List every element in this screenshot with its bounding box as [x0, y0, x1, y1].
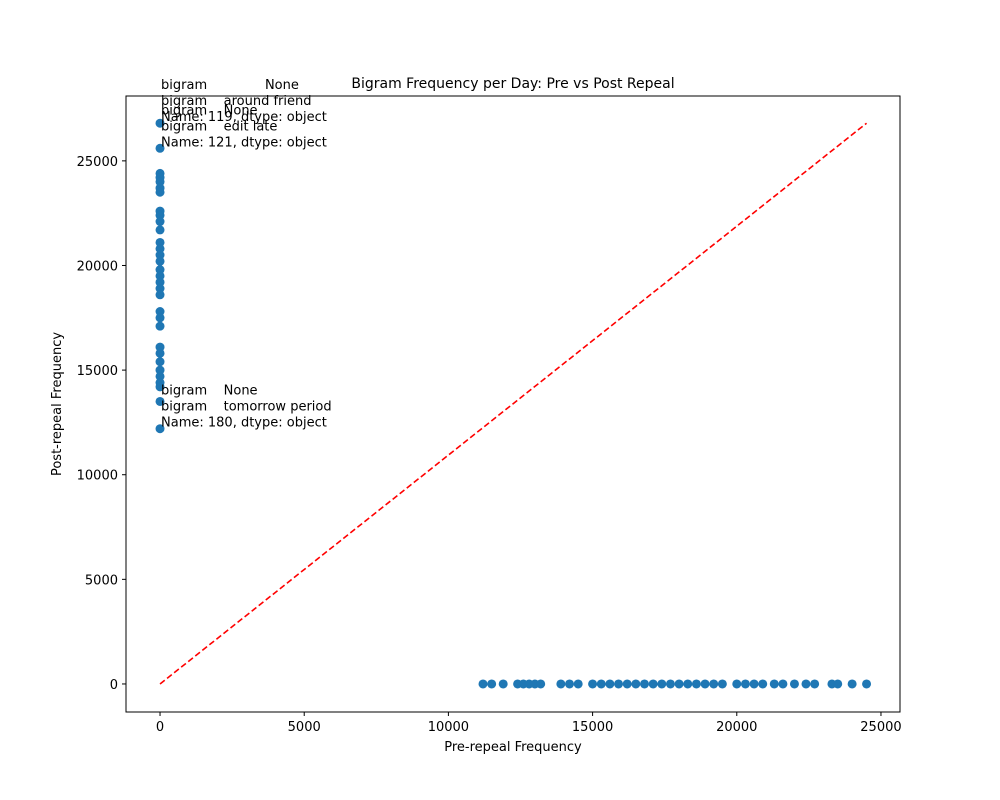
scatter-point	[155, 244, 165, 254]
scatter-point	[665, 679, 675, 689]
y-tick-label: 25000	[77, 155, 118, 170]
scatter-point	[789, 679, 799, 689]
scatter-point	[155, 225, 165, 235]
scatter-point	[155, 265, 165, 275]
scatter-point	[155, 290, 165, 300]
scatter-point	[657, 679, 667, 689]
annotation: bigram edit late	[161, 119, 277, 134]
x-tick-label: 20000	[716, 720, 757, 735]
scatter-point	[155, 424, 165, 434]
scatter-point	[691, 679, 701, 689]
scatter-point	[155, 210, 165, 220]
scatter-point	[155, 307, 165, 317]
scatter-point	[622, 679, 632, 689]
scatter-point	[605, 679, 615, 689]
scatter-point	[155, 250, 165, 260]
annotation: bigram None	[161, 78, 299, 93]
scatter-point	[155, 256, 165, 266]
plot-frame	[125, 95, 901, 713]
annotation: Name: 180, dtype: object	[161, 416, 327, 431]
scatter-point	[155, 143, 165, 153]
scatter-point	[155, 277, 165, 287]
scatter-point	[631, 679, 641, 689]
scatter-point	[749, 679, 759, 689]
scatter-point	[810, 679, 820, 689]
x-axis-label: Pre-repeal Frequency	[444, 740, 582, 755]
scatter-point	[155, 321, 165, 331]
scatter-point	[155, 284, 165, 293]
scatter-point	[478, 679, 488, 689]
scatter-point	[487, 679, 497, 689]
y-axis-label: Post-repeal Frequency	[50, 332, 65, 476]
scatter-point	[536, 679, 546, 689]
y-tick-label: 5000	[85, 573, 118, 588]
scatter-point	[155, 217, 165, 227]
scatter-point	[565, 679, 575, 689]
annotation: Name: 119, dtype: object	[161, 110, 327, 125]
scatter-point	[498, 679, 508, 689]
scatter-point	[155, 313, 165, 323]
annotation: Name: 121, dtype: object	[161, 135, 327, 150]
scatter-point	[683, 679, 693, 689]
scatter-point	[155, 187, 165, 197]
scatter-point	[847, 679, 857, 689]
scatter-point	[732, 679, 742, 689]
scatter-point	[155, 371, 165, 381]
scatter-point	[801, 679, 811, 689]
scatter-point	[155, 348, 165, 358]
x-tick-label: 25000	[860, 720, 901, 735]
y-tick-label: 0	[110, 678, 118, 693]
scatter-point	[155, 342, 165, 352]
y-tick-label: 20000	[77, 259, 118, 274]
reference-line	[159, 122, 868, 685]
scatter-point	[596, 679, 606, 689]
annotation: bigram None	[161, 103, 258, 118]
scatter-point	[740, 679, 750, 689]
scatter-point	[758, 679, 768, 689]
x-tick-label: 0	[156, 720, 164, 735]
scatter-point	[833, 679, 843, 689]
scatter-point	[862, 679, 872, 689]
scatter-point	[639, 679, 649, 689]
x-tick-label: 15000	[572, 720, 613, 735]
scatter-point	[155, 118, 165, 128]
annotation: bigram None	[161, 384, 258, 399]
x-tick-label: 10000	[428, 720, 469, 735]
scatter-point	[556, 679, 566, 689]
scatter-point	[155, 396, 165, 406]
y-tick-label: 10000	[77, 469, 118, 484]
scatter-point	[769, 679, 779, 689]
y-tick-label: 15000	[77, 364, 118, 379]
scatter-point	[674, 679, 684, 689]
scatter-point	[155, 357, 165, 367]
scatter-point	[717, 679, 727, 689]
scatter-point	[155, 177, 165, 187]
annotation: bigram around friend	[161, 94, 311, 109]
scatter-point	[709, 679, 719, 689]
x-tick-label: 5000	[288, 720, 321, 735]
chart-title: Bigram Frequency per Day: Pre vs Post Re…	[351, 76, 674, 92]
scatter-point	[614, 679, 624, 689]
scatter-point	[588, 679, 598, 689]
scatter-point	[648, 679, 658, 689]
scatter-point	[155, 237, 165, 247]
scatter-point	[155, 271, 165, 281]
scatter-point	[155, 382, 165, 392]
scatter-point	[700, 679, 710, 689]
scatter-point	[573, 679, 583, 689]
scatter-point	[778, 679, 788, 689]
scatter-point	[155, 365, 165, 375]
annotation: bigram tomorrow period	[161, 400, 332, 415]
